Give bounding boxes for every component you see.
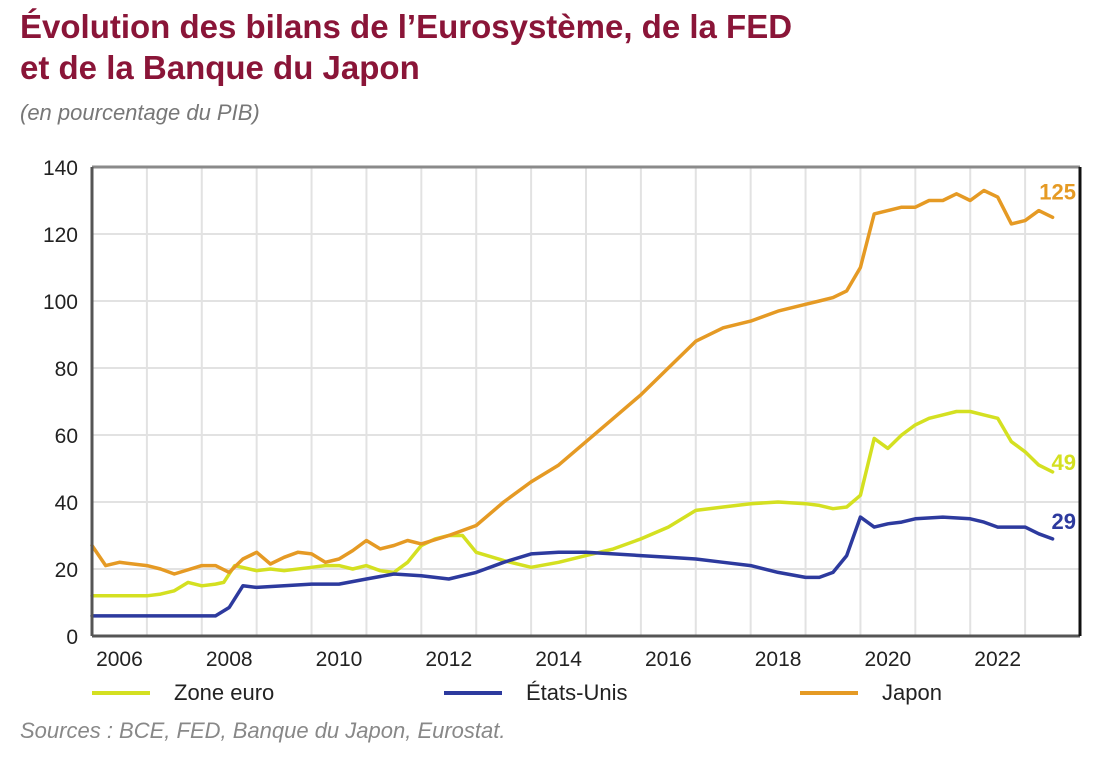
x-tick-label: 2012 [425, 648, 472, 671]
chart-subtitle: (en pourcentage du PIB) [20, 100, 260, 125]
chart-title-line2: et de la Banque du Japon [20, 49, 420, 86]
y-tick-label: 140 [43, 157, 78, 180]
axes [90, 165, 1082, 638]
legend-item-japon: Japon [800, 680, 942, 706]
series-line-japon [90, 188, 1055, 576]
series-line-zone-euro [90, 409, 1055, 598]
legend-label-japon: Japon [882, 680, 942, 705]
x-tick-label: 2006 [96, 648, 143, 671]
grid-lines [92, 167, 1080, 636]
y-tick-label: 120 [43, 224, 78, 247]
x-tick-label: 2018 [755, 648, 802, 671]
end-labels: 49 29 125 [1039, 179, 1076, 534]
x-tick-label: 2008 [206, 648, 253, 671]
x-tick-label: 2020 [865, 648, 912, 671]
y-axis-ticks: 0 20 40 60 80 100 120 140 [43, 157, 78, 649]
y-tick-label: 40 [55, 492, 78, 515]
series-line--tats-unis [90, 515, 1055, 618]
y-tick-label: 0 [66, 626, 78, 649]
legend-item-etats-unis: États-Unis [444, 680, 627, 706]
series-lines [90, 188, 1055, 618]
chart-title-line1: Évolution des bilans de l’Eurosystème, d… [20, 8, 793, 45]
x-axis-ticks: 2006 2008 2010 2012 2014 2016 2018 2020 2022 [96, 648, 1021, 671]
source-note: Sources : BCE, FED, Banque du Japon, Eur… [20, 718, 506, 743]
legend-swatch-etats-unis [444, 691, 502, 695]
y-tick-label: 20 [55, 559, 78, 582]
x-tick-label: 2014 [535, 648, 582, 671]
legend: Zone euro États-Unis Japon [0, 680, 1100, 712]
chart-title: Évolution des bilans de l’Eurosystème, d… [20, 6, 792, 88]
end-value-label: 125 [1039, 179, 1076, 204]
end-value-label: 49 [1052, 450, 1076, 475]
legend-swatch-japon [800, 691, 858, 695]
end-value-label: 29 [1052, 509, 1076, 534]
y-tick-label: 60 [55, 425, 78, 448]
x-tick-label: 2016 [645, 648, 692, 671]
legend-item-zone-euro: Zone euro [92, 680, 274, 706]
legend-label-etats-unis: États-Unis [526, 680, 628, 705]
y-tick-label: 80 [55, 358, 78, 381]
x-tick-label: 2010 [316, 648, 363, 671]
legend-swatch-zone-euro [92, 691, 150, 695]
x-tick-label: 2022 [974, 648, 1021, 671]
y-tick-label: 100 [43, 291, 78, 314]
legend-label-zone-euro: Zone euro [174, 680, 275, 705]
